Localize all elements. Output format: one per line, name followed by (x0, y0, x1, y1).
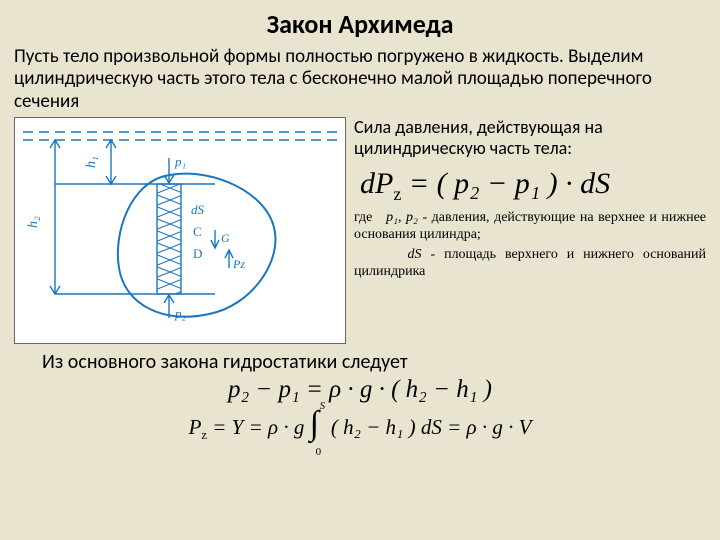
svg-text:G: G (221, 231, 230, 245)
svg-text:p₂: p₂ (174, 306, 187, 321)
archimedes-diagram-svg: h₂ h₁ (15, 118, 345, 338)
eq1-rhs: = ( p₂ − p₁ ) · dS (401, 167, 610, 200)
svg-text:D: D (193, 246, 202, 261)
eq1-lhs: dP (360, 167, 393, 200)
equation-hydrostatic: p₂ − p₁ = ρ · g · ( h₂ − h₁ ) (14, 376, 706, 404)
sym-p1: p₁ (386, 210, 398, 225)
eq3-tail: ( h₂ − h₁ ) dS = ρ · g · V (331, 415, 532, 439)
intro-paragraph: Пусть тело произвольной формы полностью … (14, 46, 706, 113)
svg-text:C: C (193, 224, 202, 239)
equation-dPz: dPz = ( p₂ − p₁ ) · dS (360, 166, 706, 205)
diagram-figure: h₂ h₁ (14, 117, 346, 344)
eq3-mid: = Y = ρ · g (207, 415, 304, 439)
svg-text:Pz: Pz (232, 257, 245, 271)
page-title: Закон Архимеда (14, 8, 706, 40)
sym-p2: p₂ (406, 210, 418, 225)
pressure-caption: Сила давления, действующая на цилиндриче… (354, 117, 706, 159)
svg-text:p₁: p₁ (174, 154, 186, 169)
svg-text:dS: dS (191, 202, 205, 217)
defs-lead: где (354, 210, 372, 225)
sym-dS: dS (408, 247, 422, 262)
svg-text:h₂: h₂ (26, 216, 41, 228)
svg-text:h₁: h₁ (84, 156, 99, 168)
follows-text: Из основного закона гидростатики следует (42, 350, 706, 374)
slide: Закон Архимеда Пусть тело произвольной ф… (0, 0, 720, 540)
eq3-Pz: P (189, 415, 202, 439)
integral-lower: 0 (316, 446, 322, 458)
integral-upper: S (320, 400, 326, 412)
two-column-region: h₂ h₁ (14, 117, 706, 344)
right-column: Сила давления, действующая на цилиндриче… (354, 117, 706, 283)
definitions-block: где p₁, p₂ - давления, действующие на ве… (354, 209, 706, 281)
equation-integral: Pz = Y = ρ · g ∫ S 0 ( h₂ − h₁ ) dS = ρ … (14, 408, 706, 450)
integral-icon: ∫ S 0 (310, 408, 326, 450)
